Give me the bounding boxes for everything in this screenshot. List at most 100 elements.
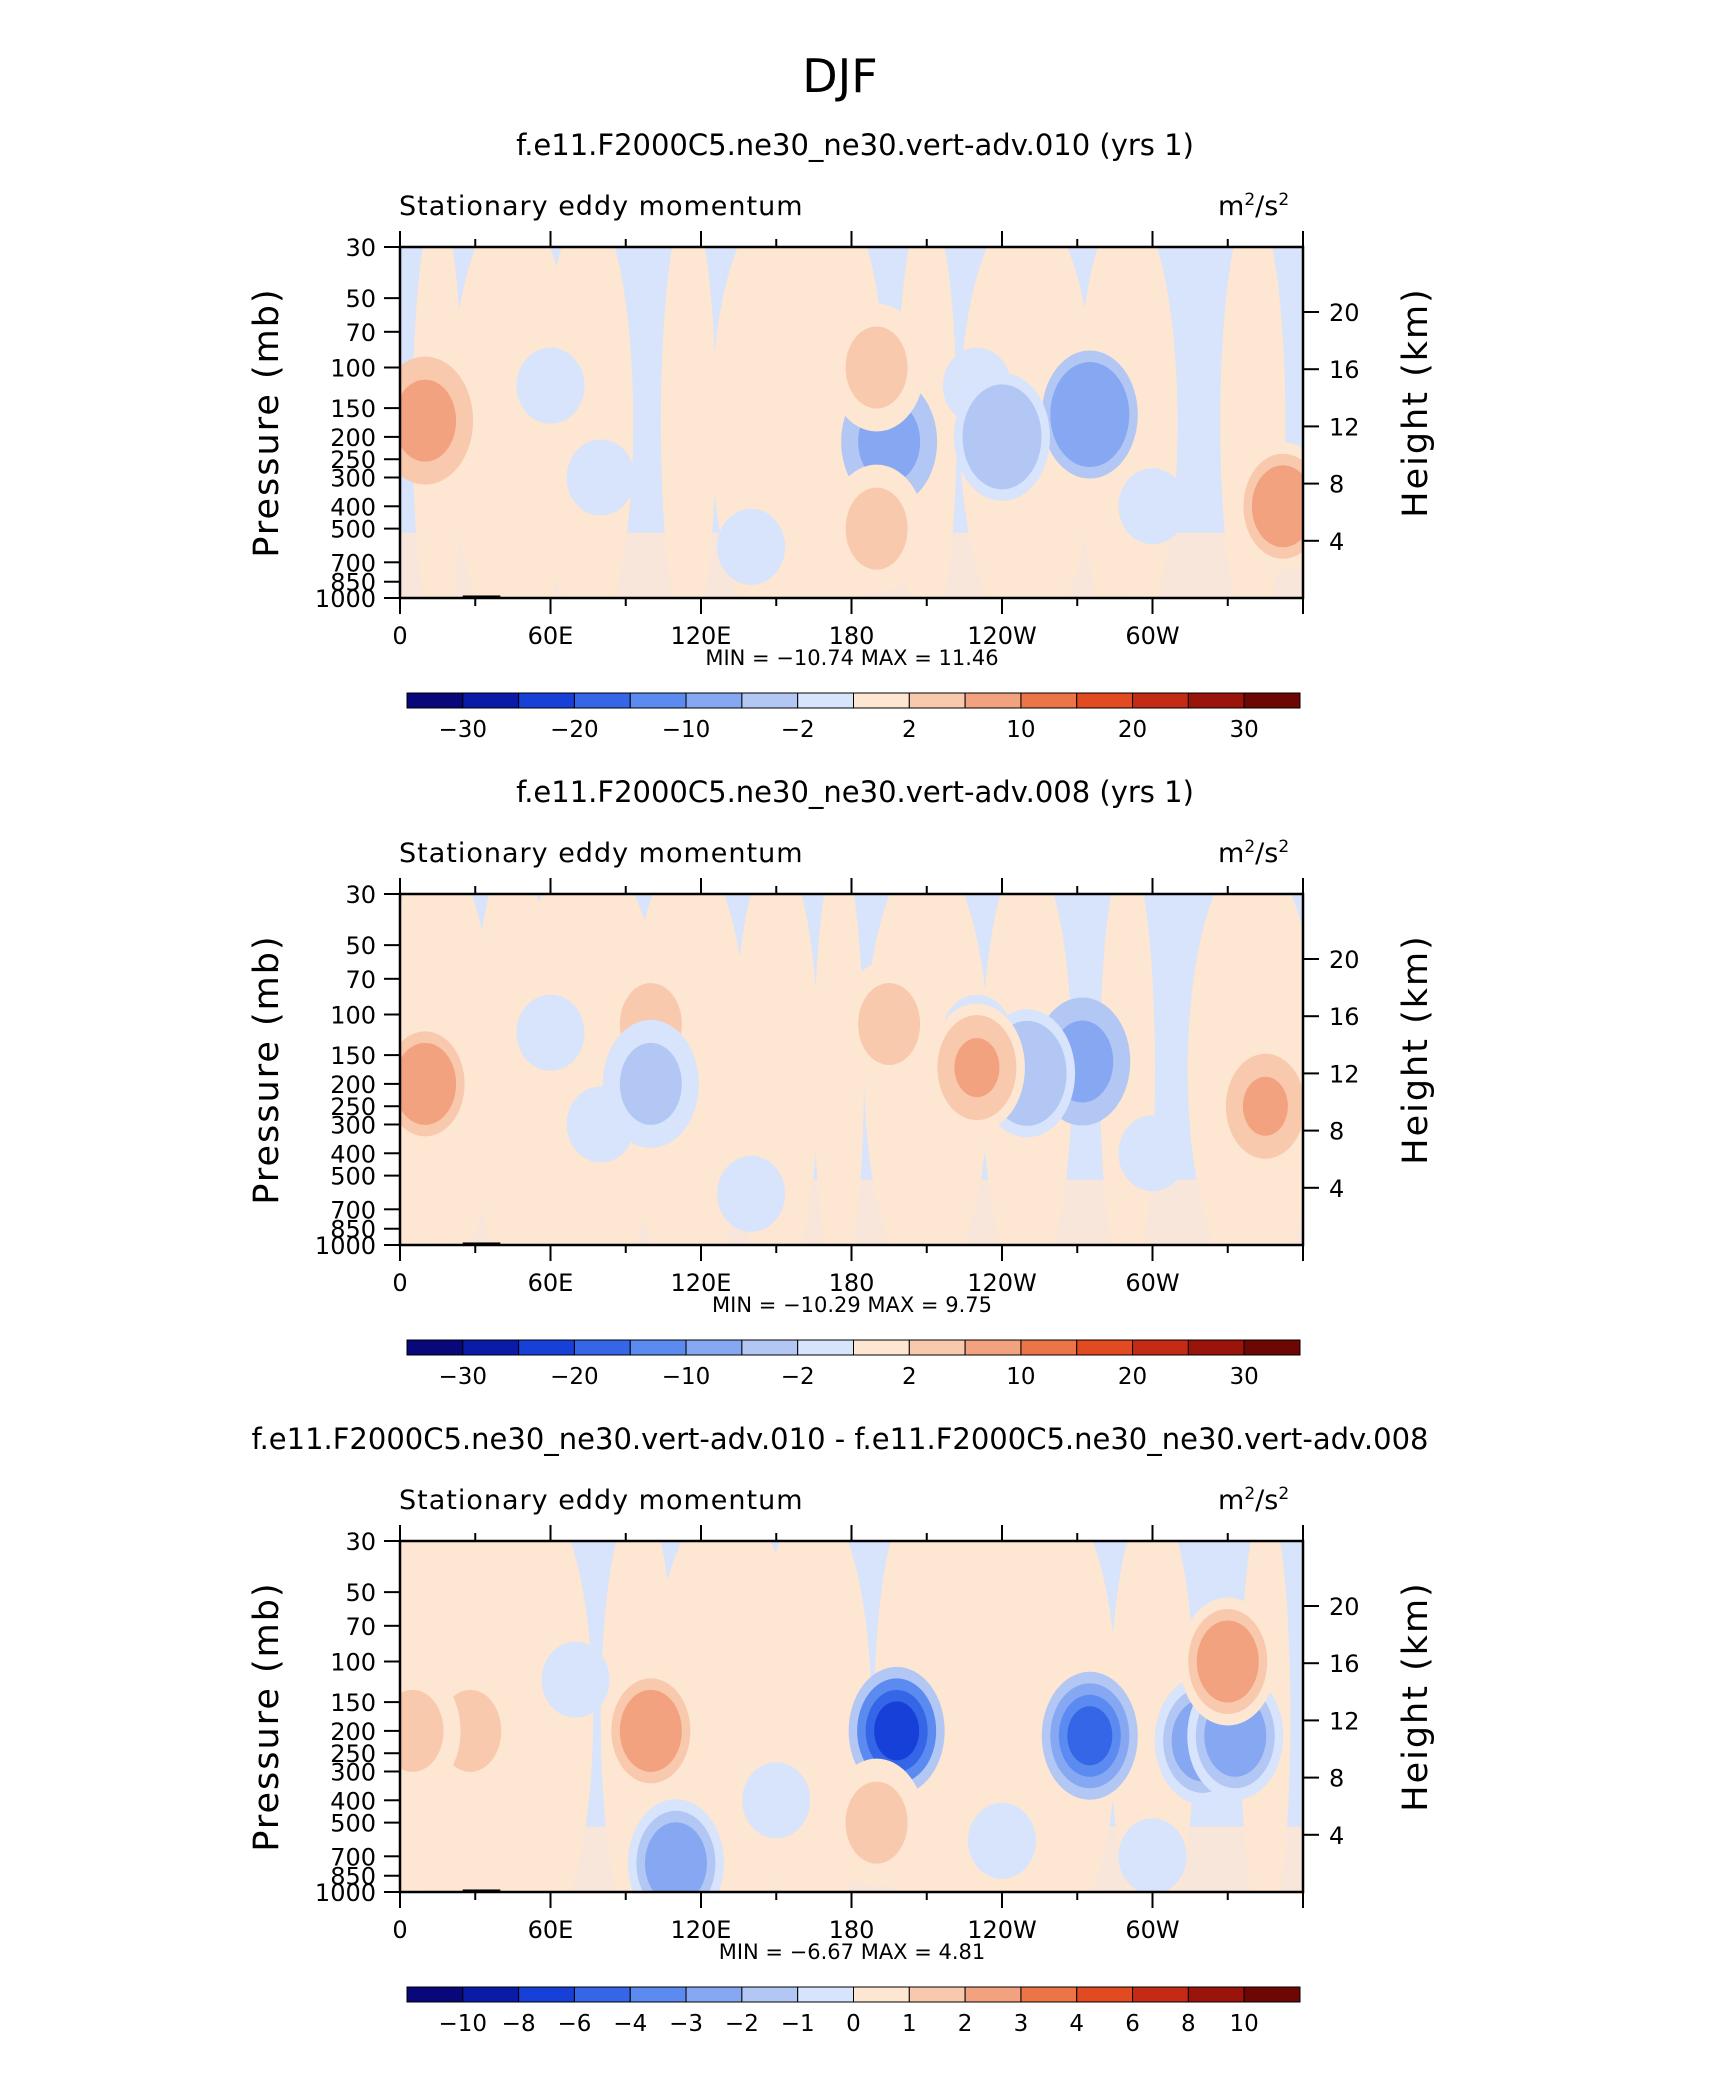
contour-feature <box>1260 476 1303 536</box>
y-right-tick-label: 20 <box>1329 946 1360 974</box>
y-tick-label: 300 <box>330 1111 376 1139</box>
panel-subtitle: Stationary eddy momentum <box>399 1485 804 1516</box>
y-tick-label: 30 <box>345 1528 376 1556</box>
colorbar-label: 2 <box>958 2011 973 2037</box>
y-right-tick-label: 12 <box>1329 1707 1360 1735</box>
y-tick-label: 500 <box>330 1810 376 1838</box>
y-axis-right-label: Height (km) <box>1396 1581 1436 1812</box>
colorbar-label: 0 <box>846 2011 861 2037</box>
colorbar-box <box>797 692 854 709</box>
contour-feature <box>1067 385 1113 445</box>
panel-subtitle: Stationary eddy momentum <box>399 838 804 869</box>
contour-feature <box>628 1701 674 1761</box>
contour-band <box>717 1155 786 1232</box>
y-tick-label: 400 <box>330 1140 376 1168</box>
y-tick-label: 1000 <box>315 585 376 613</box>
contour-feature <box>954 1038 1000 1098</box>
colorbar-box <box>1020 1339 1078 1356</box>
y-right-tick-label: 8 <box>1329 1765 1344 1793</box>
colorbar-label: −20 <box>550 717 599 743</box>
contour-feature <box>402 1054 448 1114</box>
colorbar-box <box>1187 1986 1245 2003</box>
y-tick-label: 700 <box>330 549 376 577</box>
contour-band <box>660 247 717 598</box>
colorbar-label: −8 <box>502 2011 536 2037</box>
colorbar-box <box>518 1339 575 1356</box>
min-max-label: MIN = −10.29 MAX = 9.75 <box>712 1293 992 1317</box>
chart-panel-3: f.e11.F2000C5.ne30_ne30.vert-adv.010 - f… <box>247 1422 1436 2037</box>
panel-title: f.e11.F2000C5.ne30_ne30.vert-adv.008 (yr… <box>516 775 1194 809</box>
colorbar-label: −20 <box>550 1364 599 1390</box>
colorbar-box <box>518 692 575 709</box>
x-tick-label: 60E <box>528 622 574 650</box>
x-tick-label: 60W <box>1125 1269 1179 1297</box>
contour-feature <box>1205 1632 1251 1692</box>
y-tick-label: 250 <box>330 1093 376 1121</box>
contour-feature <box>1067 1706 1113 1766</box>
y-tick-label: 1000 <box>315 1879 376 1907</box>
y-tick-label: 400 <box>330 1787 376 1815</box>
x-tick-label: 60E <box>528 1269 574 1297</box>
x-tick-label: 180 <box>829 1916 875 1944</box>
y-tick-label: 50 <box>345 932 376 960</box>
colorbar-box <box>573 1339 631 1356</box>
colorbar-box <box>1187 692 1245 709</box>
panel-title: f.e11.F2000C5.ne30_ne30.vert-adv.010 - f… <box>251 1422 1428 1456</box>
colorbar-box <box>964 1986 1022 2003</box>
min-max-label: MIN = −6.67 MAX = 4.81 <box>719 1940 986 1964</box>
contour-band <box>717 508 786 585</box>
y-tick-label: 250 <box>330 1740 376 1768</box>
y-axis-right-label: Height (km) <box>1396 934 1436 1165</box>
contour-band <box>1109 1541 1196 1892</box>
colorbar-box <box>908 1339 966 1356</box>
colorbar-box <box>1243 1986 1301 2003</box>
colorbar-box <box>685 1339 743 1356</box>
units-label: m2/s2 <box>1218 1484 1289 1516</box>
colorbar-box <box>1132 1986 1189 2003</box>
colorbar-label: 30 <box>1230 1364 1259 1390</box>
colorbar-label: −4 <box>613 2011 647 2037</box>
y-tick-label: 100 <box>330 1649 376 1677</box>
x-tick-label: 180 <box>829 622 875 650</box>
contour-band <box>1118 1818 1187 1892</box>
colorbar-box <box>1020 1986 1078 2003</box>
field-contours <box>400 247 1303 598</box>
colorbar-label: 10 <box>1006 717 1035 743</box>
colorbar-box <box>908 1986 966 2003</box>
colorbar-box <box>629 1986 687 2003</box>
colorbar-box <box>1076 1339 1134 1356</box>
y-tick-label: 1000 <box>315 1232 376 1260</box>
colorbar-box <box>462 692 520 709</box>
contour-band <box>516 347 585 424</box>
y-tick-label: 50 <box>345 285 376 313</box>
chart-panel-1: f.e11.F2000C5.ne30_ne30.vert-adv.010 (yr… <box>247 128 1436 743</box>
y-axis-label: Pressure (mb) <box>247 287 287 557</box>
colorbar-box <box>1020 692 1078 709</box>
x-tick-label: 120W <box>967 1269 1037 1297</box>
colorbar-box <box>797 1339 854 1356</box>
colorbar-label: 4 <box>1069 2011 1084 2037</box>
y-tick-label: 200 <box>330 1071 376 1099</box>
colorbar-label: 30 <box>1230 717 1259 743</box>
colorbar-label: 2 <box>902 1364 917 1390</box>
y-tick-label: 850 <box>330 1216 376 1244</box>
y-tick-label: 30 <box>345 881 376 909</box>
colorbar-box <box>1243 692 1301 709</box>
colorbar-label: 2 <box>902 717 917 743</box>
colorbar-box <box>685 1986 743 2003</box>
colorbar-label: −2 <box>781 717 815 743</box>
colorbar-box <box>573 692 631 709</box>
colorbar-box <box>741 1986 799 2003</box>
colorbar-box <box>853 1339 910 1356</box>
y-tick-label: 150 <box>330 395 376 423</box>
colorbar-box <box>1243 1339 1301 1356</box>
colorbar-label: 3 <box>1014 2011 1029 2037</box>
contour-band <box>400 1179 1303 1245</box>
x-tick-label: 60W <box>1125 622 1179 650</box>
contour-feature <box>979 407 1025 467</box>
units-label: m2/s2 <box>1218 190 1289 222</box>
y-tick-label: 150 <box>330 1042 376 1070</box>
colorbar-label: 20 <box>1118 717 1147 743</box>
y-tick-label: 200 <box>330 424 376 452</box>
colorbar-box <box>908 692 966 709</box>
